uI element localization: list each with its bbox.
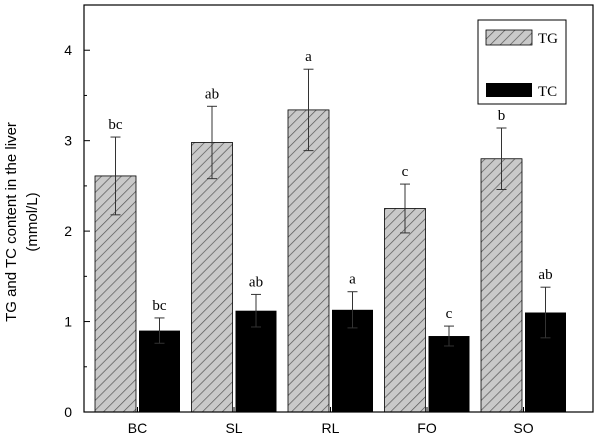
bar-tg-sl — [191, 142, 233, 413]
significance-label: ab — [205, 86, 219, 102]
error-bars-layer — [110, 68, 551, 347]
legend-swatch-tg — [485, 29, 533, 46]
bars-layer — [94, 109, 566, 413]
y-axis: 0 1 2 3 4 — [64, 42, 90, 420]
y-axis-title: TG and TC content in the liver (mmol/L) — [3, 122, 41, 322]
significance-label: bc — [108, 117, 123, 133]
significance-label: a — [349, 272, 356, 288]
bar-tg-so — [480, 158, 523, 413]
y-axis-title-line1: TG and TC content in the liver — [3, 122, 20, 322]
y-axis-title-line2: (mmol/L) — [24, 192, 41, 251]
bar-tg-fo — [384, 208, 426, 413]
bar-tc-bc — [139, 330, 180, 412]
y-tick-label: 0 — [64, 404, 72, 420]
x-tick-label: FO — [417, 420, 437, 436]
x-tick-label: BC — [128, 420, 147, 436]
x-tick-label: RL — [322, 420, 340, 436]
x-axis: BC SL RL FO SO — [128, 407, 534, 436]
legend-label-tc: TC — [538, 84, 557, 100]
significance-label: ab — [538, 267, 552, 283]
significance-label: ab — [249, 274, 263, 290]
significance-label: bc — [152, 298, 167, 314]
significance-label: c — [446, 306, 453, 322]
legend-label-tg: TG — [538, 31, 558, 47]
significance-labels-layer: bc bc ab ab a a c c b ab — [108, 49, 552, 322]
y-tick-label: 1 — [64, 314, 72, 330]
legend: TG TC — [477, 19, 567, 105]
x-tick-label: SL — [225, 420, 242, 436]
significance-label: b — [498, 108, 506, 124]
bar-tg-rl — [287, 109, 330, 413]
significance-label: a — [305, 49, 312, 65]
bar-tc-sl — [235, 310, 277, 412]
bar-tc-fo — [428, 336, 470, 412]
y-tick-label: 2 — [64, 223, 72, 239]
plot-frame — [83, 4, 594, 413]
legend-swatch-tc — [486, 83, 532, 97]
x-tick-label: SO — [513, 420, 533, 436]
y-tick-label: 3 — [64, 133, 72, 149]
significance-label: c — [402, 164, 409, 180]
y-tick-label: 4 — [64, 42, 72, 58]
